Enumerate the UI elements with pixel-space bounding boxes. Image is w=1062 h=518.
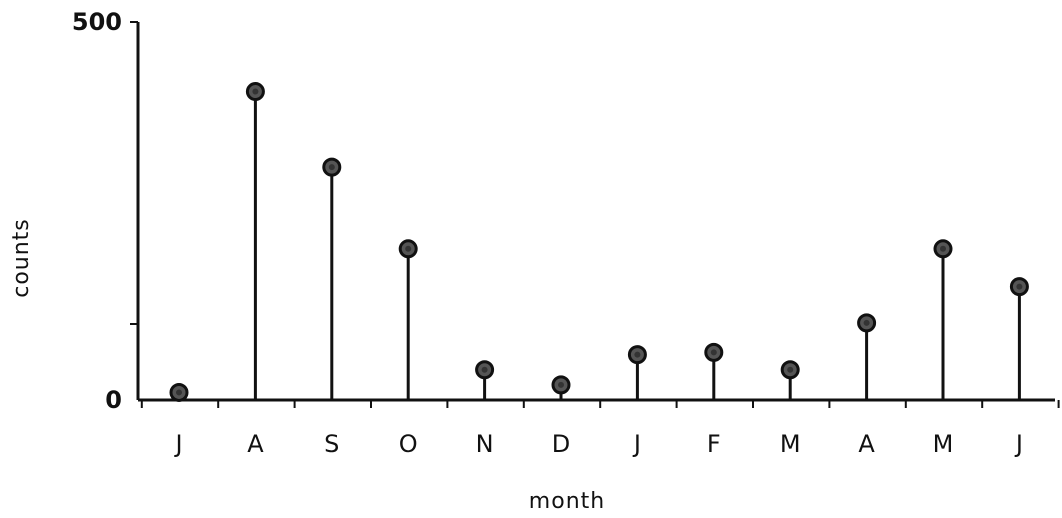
stem-marker-core (1016, 283, 1023, 290)
x-tick-label: J (632, 430, 641, 458)
stem-marker-core (558, 381, 564, 388)
x-tick-label: D (552, 430, 570, 458)
y-tick-labels: 0 500 (72, 8, 122, 414)
x-tick-label: J (1014, 430, 1023, 458)
x-tick-label: N (476, 430, 494, 458)
x-tick-marks (140, 400, 1060, 408)
x-tick-label: A (858, 430, 875, 458)
y-tick-label: 0 (105, 386, 122, 414)
stem-marker-core (940, 245, 946, 252)
stem-marker-core (787, 366, 794, 373)
stem-marker-core (328, 164, 335, 171)
x-tick-label: F (707, 430, 721, 458)
stem-marker-core (481, 366, 488, 373)
stem-marker-core (634, 351, 641, 358)
x-axis-title: month (529, 489, 605, 514)
stem-marker-core (252, 88, 259, 95)
x-tick-label: O (399, 430, 418, 458)
stem-marker-core (863, 319, 870, 326)
stem-marker-core (710, 349, 717, 356)
y-axis-title: counts (9, 218, 34, 298)
x-tick-label: S (324, 430, 339, 458)
x-tick-label: M (933, 430, 954, 458)
axes (130, 21, 1055, 402)
stem-marker-core (405, 245, 412, 252)
stem-marker-core (176, 389, 182, 396)
x-tick-label: M (780, 430, 801, 458)
stems (169, 82, 1029, 402)
x-tick-label: J (173, 430, 182, 458)
y-tick-label: 500 (72, 8, 122, 36)
x-tick-label: A (247, 430, 264, 458)
